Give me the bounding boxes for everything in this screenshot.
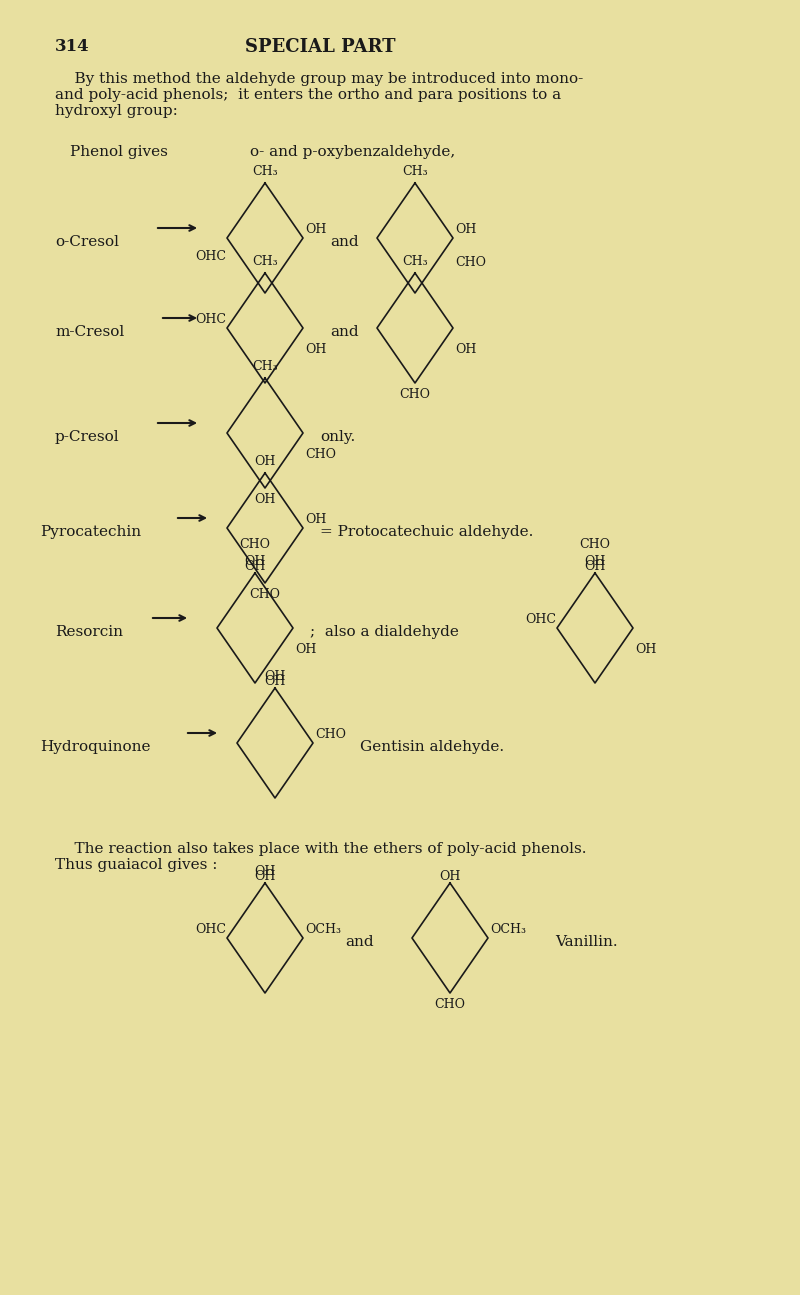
Text: CH₃: CH₃ <box>252 164 278 177</box>
Text: OH: OH <box>254 493 276 506</box>
Text: CHO: CHO <box>315 728 346 741</box>
Text: OHC: OHC <box>195 923 226 936</box>
Text: OH: OH <box>305 343 326 356</box>
Text: CHO: CHO <box>434 998 466 1011</box>
Text: OH: OH <box>305 513 326 526</box>
Text: CH₃: CH₃ <box>402 255 428 268</box>
Text: OHC: OHC <box>195 313 226 326</box>
Text: OH: OH <box>584 559 606 572</box>
Text: = Protocatechuic aldehyde.: = Protocatechuic aldehyde. <box>320 524 534 539</box>
Text: OH: OH <box>254 870 276 883</box>
Text: CHO: CHO <box>250 588 281 601</box>
Text: CH₃: CH₃ <box>252 360 278 373</box>
Text: Hydroquinone: Hydroquinone <box>40 739 150 754</box>
Text: OH: OH <box>305 223 326 236</box>
Text: OH: OH <box>244 556 266 569</box>
Text: OH: OH <box>584 556 606 569</box>
Text: OH: OH <box>635 644 656 657</box>
Text: Resorcin: Resorcin <box>55 625 123 638</box>
Text: SPECIAL PART: SPECIAL PART <box>245 38 395 56</box>
Text: The reaction also takes place with the ethers of poly-acid phenols.
Thus guaiaco: The reaction also takes place with the e… <box>55 842 586 873</box>
Text: m-Cresol: m-Cresol <box>55 325 124 339</box>
Text: CHO: CHO <box>399 388 430 401</box>
Text: Phenol gives: Phenol gives <box>70 145 168 159</box>
Text: Gentisin aldehyde.: Gentisin aldehyde. <box>360 739 504 754</box>
Text: only.: only. <box>320 430 355 444</box>
Text: OH: OH <box>244 559 266 572</box>
Text: OH: OH <box>254 455 276 467</box>
Text: OH: OH <box>295 644 316 657</box>
Text: Pyrocatechin: Pyrocatechin <box>40 524 141 539</box>
Text: and: and <box>345 935 374 949</box>
Text: OH: OH <box>455 223 476 236</box>
Text: p-Cresol: p-Cresol <box>55 430 120 444</box>
Text: OH: OH <box>455 343 476 356</box>
Text: o-Cresol: o-Cresol <box>55 234 119 249</box>
Text: 314: 314 <box>55 38 90 54</box>
Text: OH: OH <box>439 870 461 883</box>
Text: CH₃: CH₃ <box>252 255 278 268</box>
Text: and: and <box>330 234 358 249</box>
Text: Vanillin.: Vanillin. <box>555 935 618 949</box>
Text: o- and p-oxybenzaldehyde,: o- and p-oxybenzaldehyde, <box>250 145 455 159</box>
Text: OH: OH <box>264 670 286 682</box>
Text: OH: OH <box>254 865 276 878</box>
Text: OCH₃: OCH₃ <box>305 923 341 936</box>
Text: OCH₃: OCH₃ <box>490 923 526 936</box>
Text: CHO: CHO <box>239 537 270 550</box>
Text: CHO: CHO <box>579 537 610 550</box>
Text: ;  also a dialdehyde: ; also a dialdehyde <box>310 625 459 638</box>
Text: OHC: OHC <box>195 250 226 263</box>
Text: CHO: CHO <box>455 256 486 269</box>
Text: OH: OH <box>264 675 286 688</box>
Text: CHO: CHO <box>305 448 336 461</box>
Text: By this method the aldehyde group may be introduced into mono-
and poly-acid phe: By this method the aldehyde group may be… <box>55 73 583 118</box>
Text: CH₃: CH₃ <box>402 164 428 177</box>
Text: OHC: OHC <box>525 613 556 625</box>
Text: and: and <box>330 325 358 339</box>
